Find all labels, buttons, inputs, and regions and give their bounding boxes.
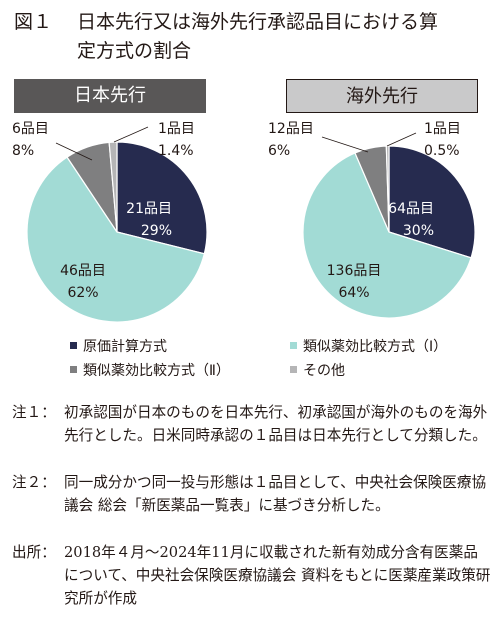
figure-title-line-2: 定方式の割合	[77, 40, 192, 62]
pie1-label-similar-2-count: 6品目	[12, 121, 49, 137]
note-1-label: 注１：	[12, 404, 56, 421]
source-label: 出所：	[12, 544, 56, 561]
pie2-label-similar-1-pct: 64%	[338, 285, 369, 301]
legend-item-similar-1: 類似薬効比較方式（Ⅰ）	[290, 336, 447, 356]
overseas-first-header: 海外先行	[286, 79, 478, 113]
legend-label-cost: 原価計算方式	[83, 339, 167, 355]
pie2-leader-other	[386, 132, 417, 147]
pie2-label-other-count: 1品目	[424, 121, 461, 137]
pie2-label-other-pct: 0.5%	[424, 143, 460, 159]
note-2-text: 同一成分かつ同一投与形態は１品目として、中央社会保険医療協議会 総会「新医薬品一…	[64, 474, 487, 514]
pie2-label-similar-2-count: 12品目	[268, 121, 314, 137]
japan-first-header: 日本先行	[14, 79, 206, 113]
legend-item-similar-2: 類似薬効比較方式（Ⅱ）	[70, 360, 230, 380]
pie1-slice-similar-1	[26, 156, 206, 323]
pie1-label-cost-method-pct: 29%	[141, 223, 172, 239]
note-1-text: 初承認国が日本のものを日本先行、初承認国が海外のものを海外先行とした。日米同時承…	[64, 404, 488, 444]
legend-swatch-similar-2	[70, 366, 77, 373]
pie2-leader-similar-2	[321, 136, 369, 153]
pie2-slice-similar-1	[302, 152, 472, 319]
note-2-label: 注２：	[12, 474, 56, 491]
pie2-label-cost-method-pct: 30%	[403, 223, 434, 239]
pie1-label-cost-method-count: 21品目	[126, 201, 172, 217]
source-text: 2018年４月～2024年11月に収載された新有効成分含有医薬品について、中央社…	[64, 544, 491, 607]
pie1-slice-cost-method	[116, 141, 208, 255]
pie1-label-similar-1-pct: 62%	[67, 285, 98, 301]
legend-swatch-other	[290, 366, 297, 373]
pie1-slice-other	[108, 141, 118, 233]
figure-number: 図１	[14, 11, 53, 33]
pie2-label-similar-2-pct: 6%	[268, 143, 290, 159]
pie2-slice-cost-method	[388, 145, 476, 259]
legend-label-other: その他	[303, 363, 345, 379]
pie1-label-similar-2-pct: 8%	[12, 143, 34, 159]
pie1-label-other-count: 1品目	[158, 121, 195, 137]
legend-label-similar-1: 類似薬効比較方式（Ⅰ）	[303, 339, 448, 355]
pie1-label-other-pct: 1.4%	[158, 143, 194, 159]
legend-swatch-cost	[70, 342, 77, 349]
pie1-label-similar-1-count: 46品目	[60, 263, 106, 279]
pie2-label-similar-1-count: 136品目	[327, 263, 382, 279]
legend-item-other: その他	[290, 360, 345, 380]
pie2-label-cost-method-count: 64品目	[388, 201, 434, 217]
pie-charts: 21品目 29% 46品目 62% 6品目 8% 1品目 1.4% 64品目 30% 136品目 64…	[12, 121, 476, 323]
figure-title-line-1: 日本先行又は海外先行承認品目における算	[77, 11, 439, 33]
pie1-leader-other	[113, 126, 149, 143]
legend-item-cost-method: 原価計算方式	[70, 336, 167, 356]
legend-swatch-similar-1	[290, 342, 297, 349]
legend-label-similar-2: 類似薬効比較方式（Ⅱ）	[83, 363, 230, 379]
pie1-leader-similar-2	[55, 142, 93, 161]
